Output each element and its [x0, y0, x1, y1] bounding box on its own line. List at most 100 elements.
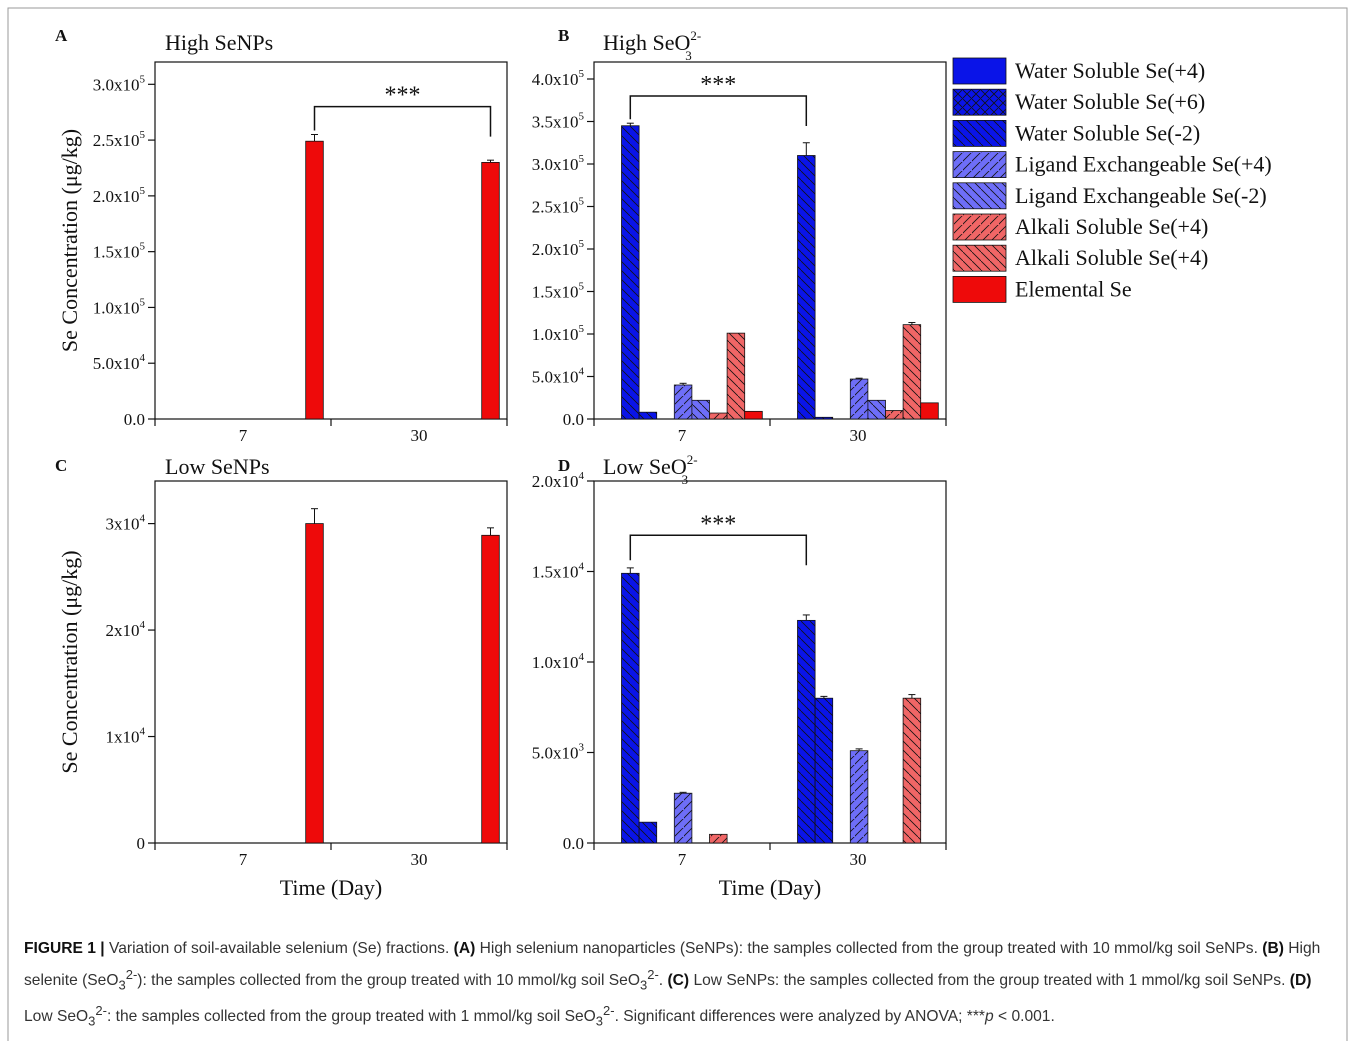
y-tick-label: 0.0	[563, 410, 584, 429]
y-tick-label: 1.0x104	[532, 651, 585, 672]
bar	[305, 140, 324, 420]
y-tick-label: 3x104	[106, 513, 146, 534]
plot-frame	[154, 61, 508, 420]
significance-label: ***	[700, 511, 736, 537]
y-tick-exponent: 5	[579, 68, 585, 80]
panel-title: Low SeO2-3	[603, 452, 698, 487]
y-tick-label: 1.0x105	[532, 323, 585, 344]
caption-sup: 2-	[603, 1003, 615, 1019]
plot-frame	[593, 61, 947, 420]
bar	[885, 410, 904, 420]
figure-border	[7, 7, 1348, 1041]
x-tick-label: 7	[678, 426, 687, 445]
y-tick-label: 2x104	[106, 619, 146, 640]
bar	[709, 833, 728, 844]
legend-label: Ligand Exchangeable Se(-2)	[1015, 183, 1267, 208]
y-tick-exponent: 4	[579, 651, 585, 663]
y-tick-mantissa: 3.0x10	[532, 155, 579, 174]
legend-label: Water Soluble Se(+4)	[1015, 58, 1205, 83]
y-tick-label: 1.5x105	[532, 281, 585, 302]
panel-title-sup: 2-	[690, 28, 701, 43]
legend-swatch	[952, 213, 1007, 241]
y-tick-exponent: 4	[140, 726, 146, 738]
bar	[797, 155, 816, 420]
y-tick-mantissa: 3x10	[106, 515, 140, 534]
y-tick-label: 4.0x105	[532, 68, 585, 89]
y-tick-label: 0.0	[563, 834, 584, 853]
panel-letter: A	[55, 26, 68, 45]
y-axis-label: Se Concentration (μg/kg)	[57, 550, 82, 773]
caption-c-tag: (C)	[667, 972, 690, 990]
caption-b-text-2: ): the samples collected from the group …	[137, 972, 640, 990]
figure-caption: FIGURE 1 | Variation of soil-available s…	[24, 936, 1342, 1035]
bar	[814, 416, 834, 420]
x-axis-label: Time (Day)	[719, 875, 821, 900]
caption-b-text: High selenite (SeO	[24, 940, 1321, 990]
y-tick-exponent: 5	[579, 153, 585, 165]
bar	[902, 697, 922, 844]
bar	[621, 125, 640, 420]
caption-b-text-3: .	[658, 972, 668, 990]
caption-b-tag: (B)	[1262, 940, 1284, 957]
legend-swatch	[952, 57, 1007, 85]
y-tick-exponent: 5	[140, 185, 146, 197]
bar	[726, 332, 746, 420]
legend-label: Alkali Soluble Se(+4)	[1015, 214, 1208, 239]
bar	[673, 792, 693, 844]
y-tick-mantissa: 2.0x10	[532, 240, 579, 259]
y-tick-mantissa: 1.5x10	[532, 283, 579, 302]
y-tick-mantissa: 1.0x10	[532, 325, 579, 344]
bar	[920, 402, 939, 420]
y-tick-label: 2.0x104	[532, 470, 585, 491]
y-tick-exponent: 5	[579, 238, 585, 250]
y-tick-mantissa: 3.0x10	[93, 75, 140, 94]
caption-sub: 3	[118, 977, 126, 993]
caption-p: p	[984, 1008, 994, 1026]
y-tick-label: 1x104	[106, 726, 146, 747]
bar	[481, 162, 500, 420]
y-tick-exponent: 5	[140, 129, 146, 141]
bar	[849, 378, 869, 420]
caption-d-text-4: < 0.001.	[993, 1008, 1055, 1026]
y-tick-exponent: 4	[140, 619, 146, 631]
y-tick-exponent: 5	[140, 73, 146, 85]
y-tick-mantissa: 2.0x10	[93, 187, 140, 206]
bar	[638, 821, 658, 844]
caption-c-text: Low SeNPs: the samples collected from th…	[689, 972, 1290, 990]
significance-bracket	[629, 95, 808, 126]
bar	[638, 411, 658, 420]
y-tick-exponent: 4	[579, 561, 585, 573]
bar	[902, 324, 922, 420]
x-tick-label: 7	[239, 850, 248, 869]
bar	[673, 384, 693, 420]
panel-letter: C	[55, 456, 67, 475]
caption-sub: 3	[88, 1013, 96, 1029]
y-tick-exponent: 5	[140, 241, 146, 253]
y-tick-mantissa: 4.0x10	[532, 70, 579, 89]
significance-label: ***	[700, 72, 736, 98]
caption-d-tag: (D)	[1289, 972, 1312, 990]
legend: Water Soluble Se(+4) Water Soluble Se(+6)…	[952, 57, 1272, 303]
y-tick-label: 1.5x104	[532, 561, 585, 582]
legend-label: Ligand Exchangeable Se(+4)	[1015, 152, 1272, 177]
x-tick-label: 7	[678, 850, 687, 869]
y-tick-exponent: 5	[579, 111, 585, 123]
y-tick-label: 2.0x105	[93, 185, 146, 206]
bar	[709, 412, 728, 420]
y-tick-mantissa: 1.5x10	[93, 243, 140, 262]
y-tick-mantissa: 1.0x10	[532, 653, 579, 672]
caption-sup: 2-	[647, 967, 659, 982]
bar	[481, 534, 500, 844]
y-tick-mantissa: 1.0x10	[93, 298, 140, 317]
legend-swatch	[952, 88, 1007, 116]
legend-swatch	[952, 151, 1007, 179]
panel-title: High SeNPs	[165, 30, 273, 55]
y-tick-label: 2.5x105	[532, 196, 585, 217]
y-tick-mantissa: 5.0x10	[532, 744, 579, 763]
legend-swatch	[952, 182, 1007, 210]
caption-d-text-3: . Significant differences were analyzed …	[614, 1008, 985, 1026]
caption-label: FIGURE 1 |	[24, 940, 105, 957]
y-tick-label: 1.5x105	[93, 241, 146, 262]
plot-frame	[154, 480, 508, 844]
